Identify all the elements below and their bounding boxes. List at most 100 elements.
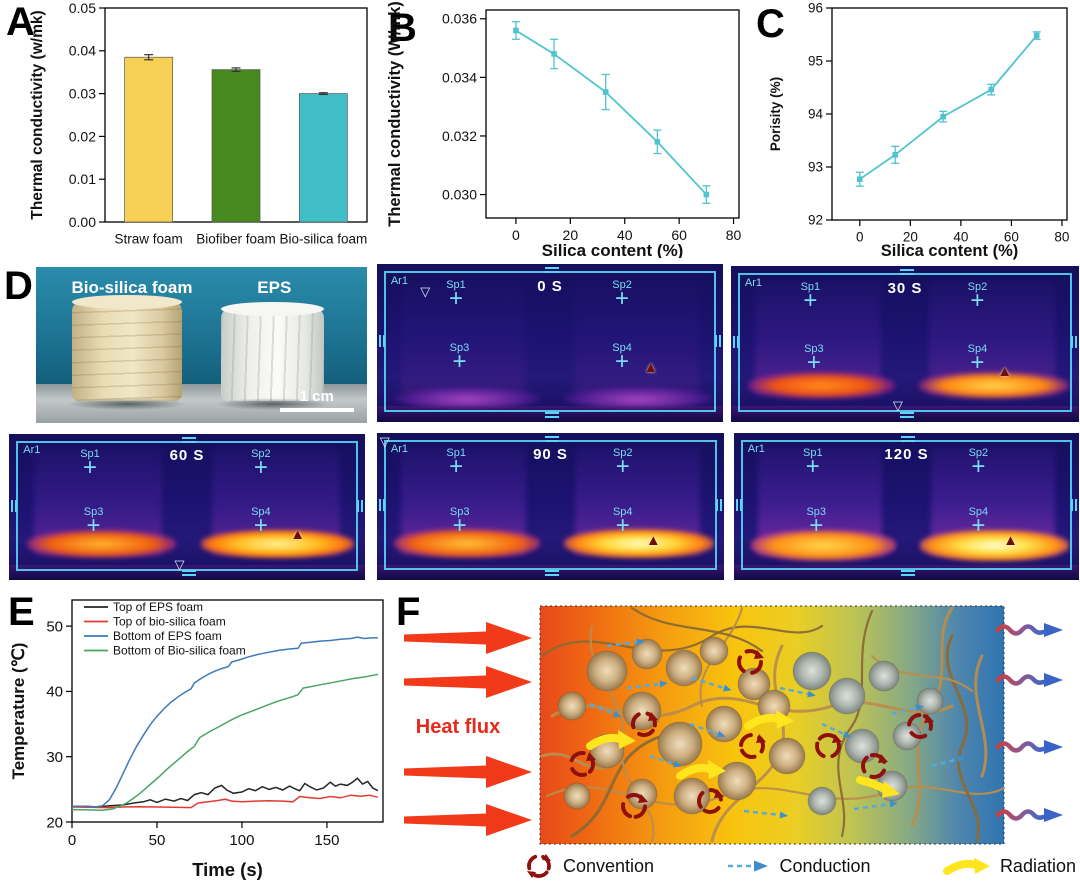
cold-cursor-icon: ▽	[379, 434, 390, 450]
spot-marker-sp4: Sp4 +	[612, 505, 633, 539]
panel-label-c: C	[756, 2, 785, 46]
svg-text:Thermal conductivity (w/mk): Thermal conductivity (w/mk)	[29, 10, 46, 219]
svg-text:0.034: 0.034	[442, 69, 477, 85]
svg-text:Silica content (%): Silica content (%)	[542, 241, 684, 258]
legend-convection-label: Convention	[563, 855, 655, 876]
spot-marker-sp4: Sp4 +	[251, 506, 271, 539]
legend-radiation-label: Radiation	[999, 855, 1076, 876]
cold-cursor-icon: ▽	[420, 283, 431, 299]
svg-text:0.02: 0.02	[69, 128, 96, 144]
svg-text:50: 50	[149, 832, 166, 849]
edge-mark-bottom	[545, 574, 560, 577]
heat-band-left	[751, 530, 897, 561]
sample-photo: Bio-silica foam EPS 1 cm	[36, 267, 367, 423]
spot-marker-sp3: Sp3 +	[449, 505, 470, 539]
measurement-area-frame	[383, 271, 717, 412]
svg-text:80: 80	[726, 227, 742, 243]
svg-text:40: 40	[46, 684, 63, 701]
svg-text:Top of EPS foam: Top of EPS foam	[113, 600, 203, 614]
svg-text:60: 60	[671, 227, 687, 243]
svg-text:0.01: 0.01	[69, 171, 96, 187]
svg-text:20: 20	[563, 227, 579, 243]
scale-bar-text: 1 cm	[299, 388, 334, 406]
spot-marker-sp1: Sp1 +	[803, 446, 823, 480]
panel-label-f: F	[396, 590, 421, 634]
svg-text:20: 20	[903, 230, 918, 245]
svg-text:95: 95	[808, 54, 823, 69]
measurement-area-frame	[740, 439, 1073, 571]
spot-marker-sp1: Sp1 +	[446, 446, 466, 480]
scale-bar-line	[279, 408, 354, 413]
svg-text:92: 92	[808, 213, 823, 228]
edge-mark-right	[1074, 499, 1077, 512]
sample-column-left	[401, 278, 526, 394]
edge-mark-bottom	[544, 416, 559, 419]
svg-text:96: 96	[808, 1, 823, 16]
panel-label-b: B	[388, 6, 417, 50]
panel-label-d: D	[4, 264, 33, 308]
edge-mark-top	[181, 436, 196, 439]
svg-text:40: 40	[953, 230, 968, 245]
svg-text:Top of bio-silica foam: Top of bio-silica foam	[113, 615, 226, 629]
legend-radiation: Radiation	[942, 855, 1076, 877]
panel-label-a: A	[6, 0, 35, 44]
edge-mark-left	[736, 499, 739, 512]
time-label: 120 S	[884, 446, 929, 464]
svg-text:Silica content (%): Silica content (%)	[881, 242, 1019, 260]
edge-mark-bottom	[899, 416, 914, 419]
svg-text:0.03: 0.03	[69, 86, 96, 102]
hot-cursor-icon: ▲	[290, 526, 306, 544]
heat-band-right	[201, 530, 355, 559]
measurement-area-frame	[737, 273, 1073, 412]
svg-text:60: 60	[1004, 230, 1019, 245]
edge-mark-right	[1074, 336, 1077, 349]
spot-marker-sp1: Sp1 +	[446, 278, 466, 312]
convection-icon	[527, 854, 551, 878]
edge-mark-right	[719, 499, 722, 512]
spot-marker-sp4: Sp4 +	[968, 505, 989, 539]
heat-flux-label: Heat flux	[416, 716, 500, 738]
svg-text:0.05: 0.05	[69, 0, 96, 16]
area-label: Ar1	[390, 443, 408, 456]
time-label: 90 S	[533, 446, 568, 464]
spot-marker-sp2: Sp2 +	[612, 278, 632, 312]
spot-marker-sp3: Sp3 +	[804, 343, 824, 376]
bio-silica-foam-sample	[66, 295, 188, 410]
edge-mark-bottom	[901, 574, 916, 577]
area-label: Ar1	[744, 276, 763, 289]
svg-text:0.032: 0.032	[442, 128, 477, 144]
thermal-image: Ar1 120 S Sp1+ Sp2+ Sp3+ Sp4+ ▲ ▽	[734, 433, 1079, 580]
legend-conduction: Conduction	[726, 856, 871, 877]
measurement-area-frame	[16, 440, 358, 571]
svg-text:Temperature (℃): Temperature (℃)	[9, 643, 28, 780]
svg-text:0.036: 0.036	[442, 11, 477, 27]
svg-text:0.030: 0.030	[442, 186, 477, 202]
hot-cursor-icon: ▲	[997, 363, 1013, 381]
svg-text:Biofiber foam: Biofiber foam	[196, 232, 276, 247]
edge-mark-top	[544, 267, 559, 270]
measurement-area-frame	[383, 439, 718, 571]
svg-text:0.04: 0.04	[69, 43, 96, 59]
heat-band-left	[394, 528, 541, 558]
svg-text:100: 100	[229, 832, 254, 849]
svg-text:30: 30	[46, 749, 63, 766]
area-label: Ar1	[390, 275, 408, 288]
heat-band-left	[26, 530, 177, 559]
heat-band-right	[918, 372, 1069, 399]
spot-marker-sp2: Sp2 +	[612, 446, 633, 480]
spot-marker-sp3: Sp3 +	[83, 506, 104, 539]
edge-mark-left	[379, 335, 382, 348]
edge-mark-right	[360, 499, 363, 512]
svg-text:Porisity (%): Porisity (%)	[768, 77, 783, 151]
edge-mark-right	[718, 335, 721, 348]
heat-band-left	[748, 372, 895, 399]
time-label: 30 S	[887, 280, 923, 298]
time-label: 0 S	[537, 278, 563, 296]
time-label: 60 S	[169, 447, 205, 465]
cold-cursor-icon: ▽	[174, 557, 185, 573]
svg-text:150: 150	[314, 832, 339, 849]
svg-text:20: 20	[46, 814, 63, 831]
spot-marker-sp3: Sp3 +	[449, 342, 470, 375]
bar-chart-thermal-conductivity: 0.00 0.01 0.02 0.03 0.04 0.05 Thermal conducti…	[29, 0, 368, 247]
edge-mark-left	[733, 336, 736, 349]
